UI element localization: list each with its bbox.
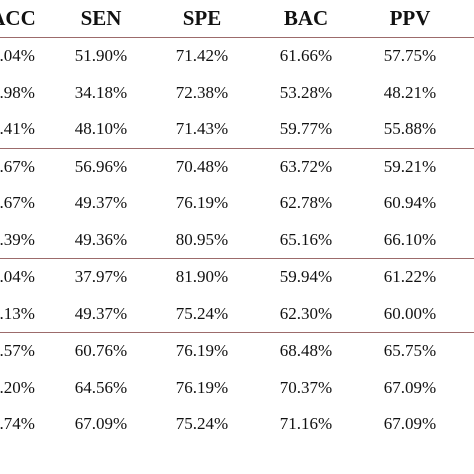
cell-bac: 59.77% <box>254 111 358 149</box>
cell-acc: 5.98% <box>0 82 35 102</box>
cell-ppv: 48.21% <box>383 82 437 102</box>
header-sen: SEN <box>80 6 122 30</box>
table-row: 4.67% 56.96% 70.48% 63.72% 59.21% 6 <box>0 148 474 185</box>
cell-acc: 5.04% <box>0 46 35 66</box>
cell-acc: 9.57% <box>0 341 35 361</box>
table-row: 5.04% 51.90% 71.42% 61.66% 57.75% 6 <box>0 38 474 75</box>
table-row: 5.98% 34.18% 72.38% 53.28% 48.21% 49 <box>0 75 474 112</box>
header-acc: ACC <box>0 6 36 30</box>
cell-n: 6 <box>462 295 474 333</box>
cell-bac: 70.37% <box>279 377 333 397</box>
cell-ppv: 59.21% <box>383 156 437 176</box>
cell-sen: 49.36% <box>52 221 150 259</box>
cell-n: 6 <box>462 221 474 259</box>
cell-n: 49 <box>462 75 474 112</box>
cell-sen: 49.37% <box>74 193 128 213</box>
cell-sen: 64.56% <box>74 377 128 397</box>
cell-ppv: 67.09% <box>383 377 437 397</box>
cell-n: 72 <box>462 333 474 370</box>
cell-n: 6 <box>462 185 474 222</box>
cell-spe: 81.90% <box>175 267 229 287</box>
cell-spe: 76.19% <box>175 193 229 213</box>
cell-ppv: 61.22% <box>383 267 437 287</box>
table-row: 5.04% 37.97% 81.90% 59.94% 61.22% 63 <box>0 259 474 296</box>
cell-acc: 7.39% <box>0 221 52 259</box>
table-row: 1.41% 48.10% 71.43% 59.77% 55.88% 6 <box>0 111 474 149</box>
cell-spe: 72.38% <box>175 82 229 102</box>
cell-ppv: 66.10% <box>358 221 462 259</box>
cell-bac: 65.16% <box>254 221 358 259</box>
cell-sen: 37.97% <box>74 267 128 287</box>
cell-ppv: 60.94% <box>383 193 437 213</box>
cell-bac: 61.66% <box>279 46 333 66</box>
cell-sen: 48.10% <box>52 111 150 149</box>
cell-n: 6 <box>462 111 474 149</box>
table-row: 1.74% 67.09% 75.24% 71.16% 67.09% 7 <box>0 406 474 443</box>
cell-n: 63 <box>462 259 474 296</box>
cell-bac: 62.30% <box>254 295 358 333</box>
cell-ppv: 57.75% <box>383 46 437 66</box>
cell-ppv: 60.00% <box>358 295 462 333</box>
cell-sen: 51.90% <box>74 46 128 66</box>
header-bac: BAC <box>283 6 329 30</box>
cell-sen: 34.18% <box>74 82 128 102</box>
header-spe: SPE <box>182 6 222 30</box>
cell-spe: 75.24% <box>175 414 229 434</box>
cell-acc: 1.20% <box>0 377 35 397</box>
cell-spe: 76.19% <box>175 341 229 361</box>
cell-sen: 56.96% <box>74 156 128 176</box>
cell-spe: 71.43% <box>150 111 254 149</box>
cell-n: 6 <box>462 38 474 75</box>
table-row: 4.67% 49.37% 76.19% 62.78% 60.94% 6 <box>0 185 474 222</box>
metrics-table: ACC SEN SPE BAC PPV N 5.04% 51.90% 71.42… <box>0 0 474 443</box>
cell-bac: 68.48% <box>279 341 333 361</box>
cell-n: 7 <box>462 370 474 407</box>
cell-spe: 70.48% <box>175 156 229 176</box>
cell-sen: 67.09% <box>74 414 128 434</box>
cell-acc: 4.13% <box>0 295 52 333</box>
header-n: N <box>462 0 474 38</box>
cell-spe: 71.42% <box>175 46 229 66</box>
cell-ppv: 65.75% <box>383 341 437 361</box>
table-row: 9.57% 60.76% 76.19% 68.48% 65.75% 72 <box>0 333 474 370</box>
table-row: 4.13% 49.37% 75.24% 62.30% 60.00% 6 <box>0 295 474 333</box>
header-ppv: PPV <box>389 6 431 30</box>
header-row: ACC SEN SPE BAC PPV N <box>0 0 474 38</box>
cell-sen: 60.76% <box>74 341 128 361</box>
cell-bac: 59.94% <box>279 267 333 287</box>
cell-sen: 49.37% <box>52 295 150 333</box>
cell-acc: 4.67% <box>0 193 35 213</box>
table-row: 7.39% 49.36% 80.95% 65.16% 66.10% 6 <box>0 221 474 259</box>
cell-bac: 63.72% <box>279 156 333 176</box>
cell-spe: 75.24% <box>150 295 254 333</box>
cell-spe: 76.19% <box>175 377 229 397</box>
cell-n: 6 <box>462 148 474 185</box>
cell-bac: 62.78% <box>279 193 333 213</box>
table-row: 1.20% 64.56% 76.19% 70.37% 67.09% 7 <box>0 370 474 407</box>
cell-bac: 53.28% <box>279 82 333 102</box>
cell-acc: 1.74% <box>0 414 35 434</box>
cell-n: 7 <box>462 406 474 443</box>
cell-bac: 71.16% <box>279 414 333 434</box>
cell-ppv: 67.09% <box>383 414 437 434</box>
cell-ppv: 55.88% <box>358 111 462 149</box>
cell-acc: 5.04% <box>0 267 35 287</box>
cell-acc: 4.67% <box>0 156 35 176</box>
cell-spe: 80.95% <box>150 221 254 259</box>
cell-acc: 1.41% <box>0 111 52 149</box>
